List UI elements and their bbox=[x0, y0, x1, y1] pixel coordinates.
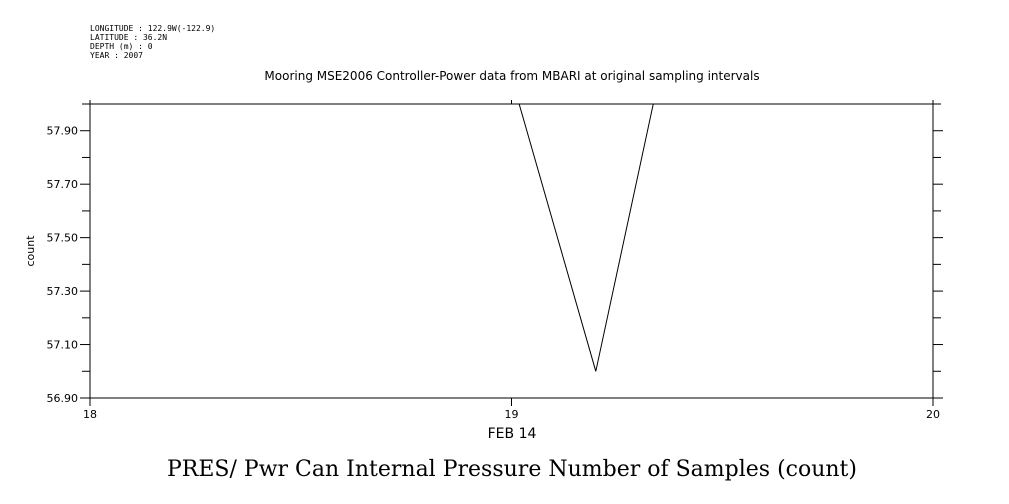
plot-frame bbox=[89, 103, 934, 399]
x-tick-label: 18 bbox=[83, 408, 97, 421]
x-tick-label: 20 bbox=[926, 408, 940, 421]
metadata-block: LONGITUDE : 122.9W(-122.9) LATITUDE : 36… bbox=[90, 24, 215, 60]
y-axis-label: count bbox=[24, 235, 37, 267]
x-axis: 18 19 20 bbox=[83, 100, 940, 421]
depth-text: DEPTH (m) : 0 bbox=[90, 42, 153, 51]
y-tick-label: 57.50 bbox=[47, 232, 79, 245]
latitude-text: LATITUDE : 36.2N bbox=[90, 33, 167, 42]
footer-title: PRES/ Pwr Can Internal Pressure Number o… bbox=[167, 457, 857, 482]
series-line-0 bbox=[518, 104, 654, 372]
series-layer bbox=[518, 104, 654, 372]
y-tick-label: 57.70 bbox=[47, 178, 79, 191]
y-tick-label: 57.10 bbox=[47, 339, 79, 352]
x-axis-label: FEB 14 bbox=[488, 426, 537, 442]
y-tick-label: 57.30 bbox=[47, 285, 79, 298]
y-tick-label: 57.90 bbox=[47, 125, 79, 138]
year-text: YEAR : 2007 bbox=[90, 51, 143, 60]
y-axis: 56.90 57.10 57.30 57.50 57.70 57.90 bbox=[47, 103, 943, 405]
chart-title: Mooring MSE2006 Controller-Power data fr… bbox=[264, 69, 759, 83]
longitude-text: LONGITUDE : 122.9W(-122.9) bbox=[90, 24, 215, 33]
y-tick-label: 56.90 bbox=[47, 392, 79, 405]
x-tick-label: 19 bbox=[505, 408, 519, 421]
